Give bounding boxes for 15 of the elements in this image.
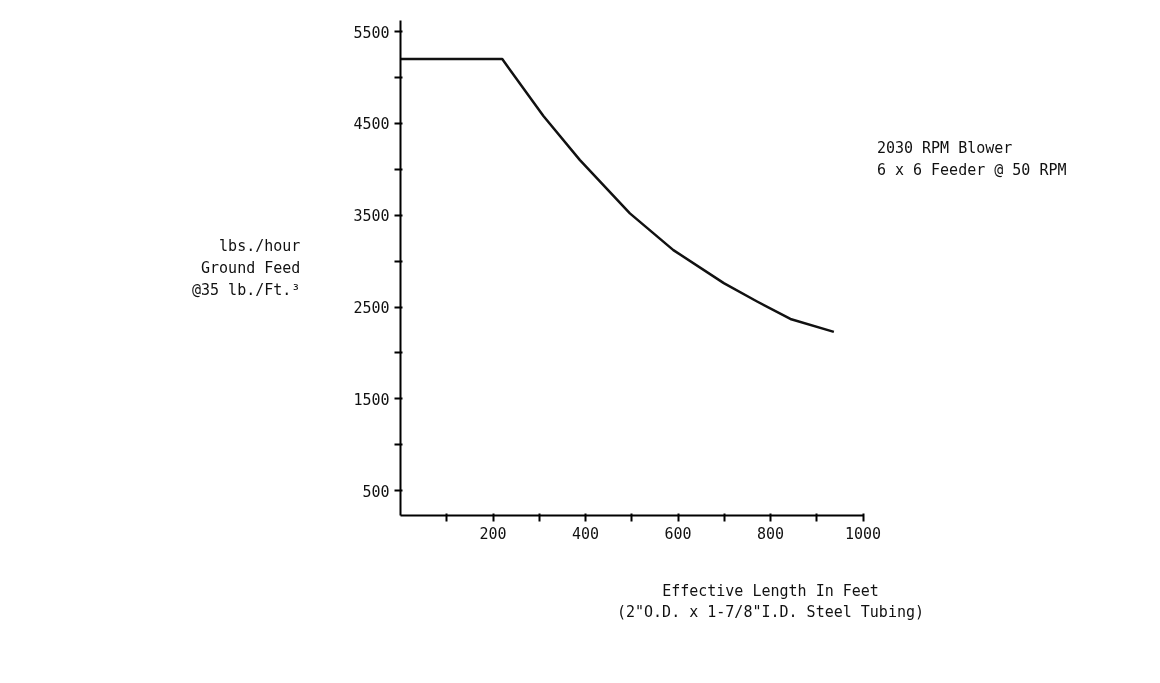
x-tick-label: 1000: [844, 524, 882, 543]
y-tick-label: 3500: [353, 207, 390, 226]
x-tick-label: 800: [756, 524, 785, 543]
text: 2030 RPM Blower 6 x 6 Feeder @ 50 RPM: [876, 139, 1067, 179]
y-tick-label: 1500: [353, 390, 390, 409]
y-tick-label: 4500: [353, 115, 390, 134]
x-axis-title: Effective Length In Feet (2"O.D. x 1-7/8"I.D. Steel Tubing): [616, 581, 925, 622]
x-tick-label: 200: [479, 524, 507, 543]
y-tick-label: 5500: [353, 23, 390, 42]
line-series: [400, 57, 836, 334]
x-tick-label: 400: [571, 524, 600, 543]
x-tick-label: 600: [664, 524, 692, 543]
y-tick-label: 500: [362, 482, 390, 501]
y-tick-label: 2500: [353, 299, 390, 318]
y-axis-title: lbs./hour Ground Feed @35 lb./Ft.³: [192, 237, 301, 299]
